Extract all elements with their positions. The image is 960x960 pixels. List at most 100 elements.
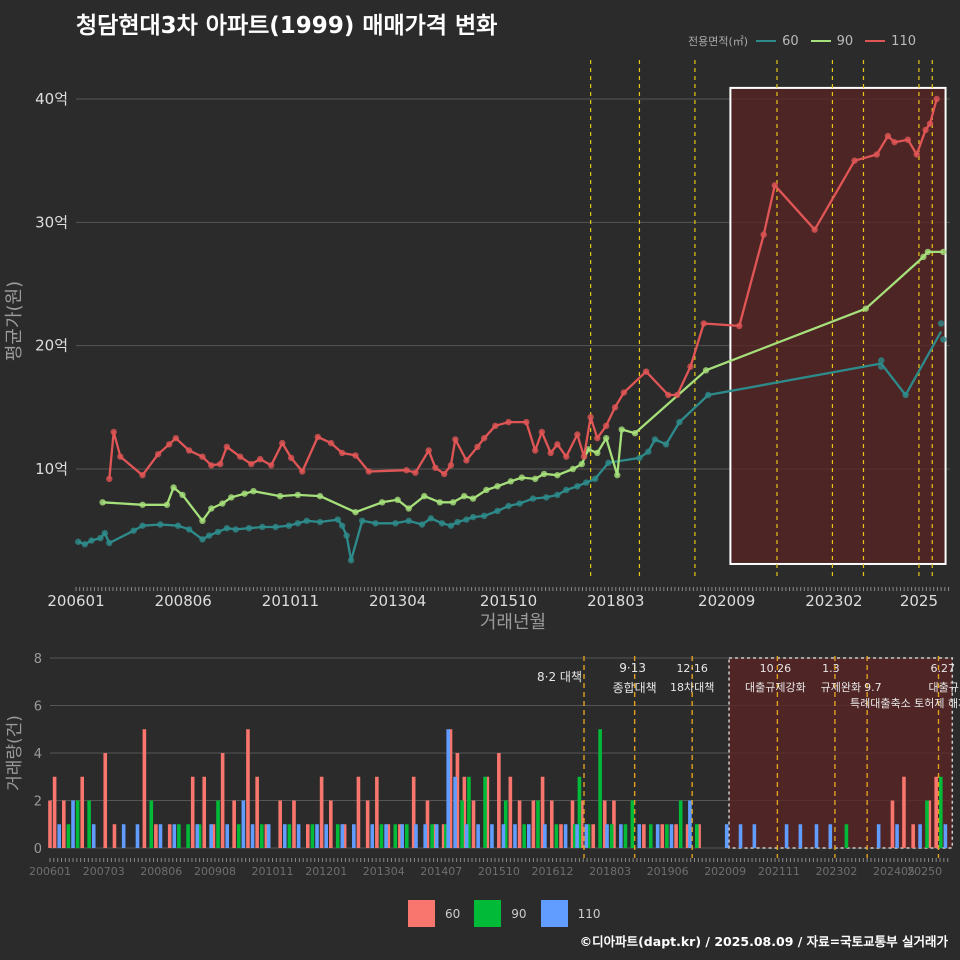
data-point-110: [933, 95, 940, 103]
data-point-110: [327, 439, 335, 447]
bar-90: [573, 824, 577, 848]
bar-90: [310, 824, 315, 848]
bar-110: [584, 824, 589, 848]
data-point-110: [480, 434, 488, 442]
bar-60: [306, 824, 310, 848]
bar-60: [142, 729, 147, 848]
data-point-60: [185, 526, 193, 533]
data-point-90: [494, 483, 501, 490]
data-point-110: [620, 389, 628, 396]
data-point-60: [529, 495, 537, 502]
data-point-110: [926, 120, 934, 127]
bar-110: [895, 824, 899, 848]
legend-swatch-90: [810, 40, 831, 42]
bar-110: [282, 824, 287, 848]
data-point-110: [447, 462, 455, 469]
data-point-60: [427, 515, 435, 522]
bar-110: [814, 824, 819, 848]
bar-110: [575, 824, 579, 848]
bar-90: [695, 824, 699, 848]
data-point-110: [922, 126, 929, 134]
bar-y-axis-label: 거래량(건): [5, 715, 25, 791]
x-tick-label: 202009: [698, 592, 755, 610]
bar-60: [112, 824, 117, 848]
bar-110: [476, 824, 480, 848]
bar-60: [697, 824, 701, 848]
policy-label-text: 특례대출축소 토허제 해제: [850, 696, 960, 710]
data-point-90: [469, 495, 477, 502]
data-point-110: [505, 418, 512, 426]
data-point-90: [518, 474, 526, 481]
bar-highlight-box: [728, 657, 954, 849]
bar-60: [386, 824, 391, 848]
bar-60: [103, 753, 108, 848]
bar-x-tick-label: 200601: [29, 865, 71, 878]
data-point-60: [130, 527, 137, 534]
data-point-110: [403, 467, 410, 474]
data-point-90: [924, 248, 932, 256]
data-point-90: [405, 505, 412, 512]
bar-110: [370, 824, 375, 848]
bar-60: [462, 776, 467, 848]
data-point-60: [316, 518, 324, 526]
bar-60: [911, 824, 915, 848]
data-point-110: [268, 462, 275, 469]
bar-legend-swatch-60: [408, 900, 435, 927]
top-legend: 전용면적(㎡) 60 90 110: [688, 32, 924, 50]
bar-90: [467, 776, 471, 848]
legend-title: 전용면적(㎡): [688, 35, 749, 48]
legend-item-110: 110: [865, 34, 916, 49]
data-point-110: [117, 453, 124, 460]
bar-60: [52, 776, 57, 848]
data-point-60: [878, 357, 885, 364]
data-point-110: [563, 453, 570, 460]
data-point-60: [662, 441, 670, 448]
bar-60: [329, 800, 333, 848]
bar-legend-swatch-90: [474, 900, 502, 927]
bar-x-tick-label: 201011: [252, 865, 294, 878]
data-point-110: [851, 157, 858, 164]
bar-110: [121, 824, 126, 848]
bar-90: [177, 824, 181, 848]
bar-110: [446, 729, 451, 848]
data-point-60: [574, 483, 581, 490]
data-point-60: [81, 541, 89, 548]
bar-60: [246, 729, 250, 848]
data-point-110: [873, 151, 880, 158]
data-point-60: [516, 500, 523, 507]
bar-60: [62, 800, 66, 848]
data-point-60: [418, 521, 426, 528]
bar-60: [927, 800, 932, 848]
y-tick-label: 40억: [35, 90, 68, 108]
legend-swatch-110: [865, 40, 886, 42]
data-point-60: [232, 526, 239, 533]
data-point-110: [611, 404, 619, 411]
bar-60: [540, 776, 545, 848]
bar-60: [264, 824, 269, 848]
data-point-110: [248, 460, 255, 468]
bar-90: [630, 800, 635, 848]
data-point-110: [771, 182, 778, 189]
data-point-60: [469, 513, 477, 521]
data-point-110: [165, 441, 173, 448]
bar-60: [319, 776, 324, 848]
bar-90: [197, 824, 202, 848]
data-point-110: [463, 457, 470, 464]
bar-x-tick-label: 202009: [704, 865, 746, 878]
bar-110: [464, 824, 469, 848]
bar-60: [167, 824, 172, 848]
bar-110: [543, 824, 547, 848]
data-point-60: [97, 534, 104, 542]
data-point-90: [614, 471, 621, 479]
bar-60: [517, 800, 522, 848]
bar-90: [844, 824, 849, 848]
bar-60: [559, 824, 563, 848]
data-point-110: [538, 428, 546, 436]
data-point-90: [449, 499, 457, 506]
data-point-60: [554, 491, 561, 499]
bar-90: [430, 824, 434, 848]
bar-60: [549, 800, 554, 848]
legend-swatch-60: [756, 40, 777, 42]
bar-110: [688, 800, 692, 848]
data-point-90: [920, 253, 927, 261]
